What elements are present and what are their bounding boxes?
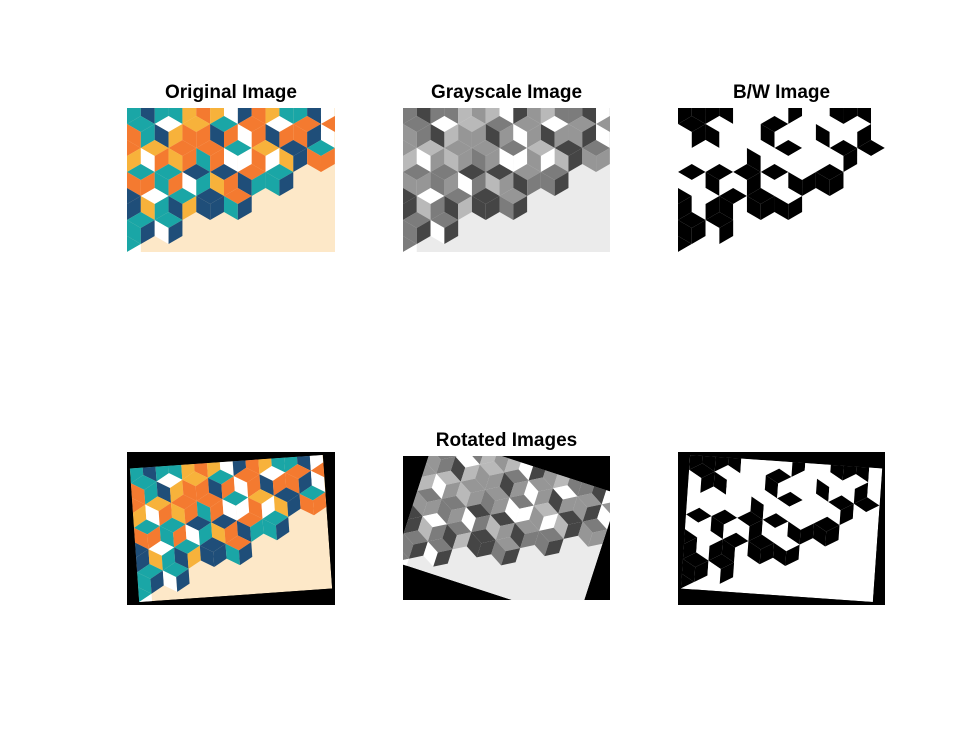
original-image: [127, 108, 335, 252]
grayscale-image: [403, 108, 610, 252]
title-original-image: Original Image: [165, 82, 297, 103]
rotated-original-image: [127, 452, 335, 605]
rotated-bw-image: [678, 452, 885, 605]
bw-image: [678, 108, 885, 252]
title-grayscale-image: Grayscale Image: [430, 82, 583, 103]
title-bw-image: B/W Image: [732, 82, 831, 103]
rotated-grayscale-image: [403, 456, 610, 600]
title-rotated-images: Rotated Images: [435, 430, 578, 451]
